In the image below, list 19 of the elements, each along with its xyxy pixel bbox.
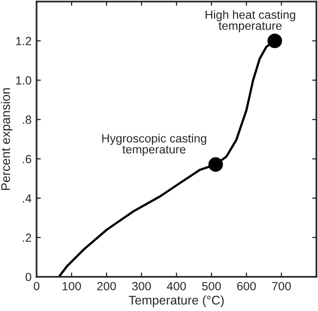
annotation: High heat casting temperature (206, 10, 296, 32)
annotation: Hygroscopic casting temperature (102, 134, 206, 156)
x-tick-label: 400 (166, 282, 186, 290)
x-axis-title: Temperature (°C) (128, 295, 224, 308)
y-tick-label: 1.0 (16, 76, 32, 85)
y-tick-label: .6 (22, 154, 32, 164)
x-tick-label: 500 (202, 282, 221, 290)
x-tick-label: 0 (34, 282, 40, 290)
x-tick-label: 100 (62, 282, 81, 290)
y-tick-label: .8 (22, 116, 32, 124)
y-tick-label: 1.2 (16, 36, 32, 46)
x-tick-label: 600 (237, 282, 256, 290)
x-tick-label: 300 (132, 282, 151, 290)
y-tick-label: 0 (26, 272, 32, 282)
y-axis-title: Percent expansion (0, 88, 13, 190)
x-tick-label: 700 (272, 282, 291, 290)
x-tick-label: 200 (97, 282, 116, 290)
y-tick-label: .2 (22, 234, 32, 242)
y-tick-label: .4 (22, 194, 32, 202)
